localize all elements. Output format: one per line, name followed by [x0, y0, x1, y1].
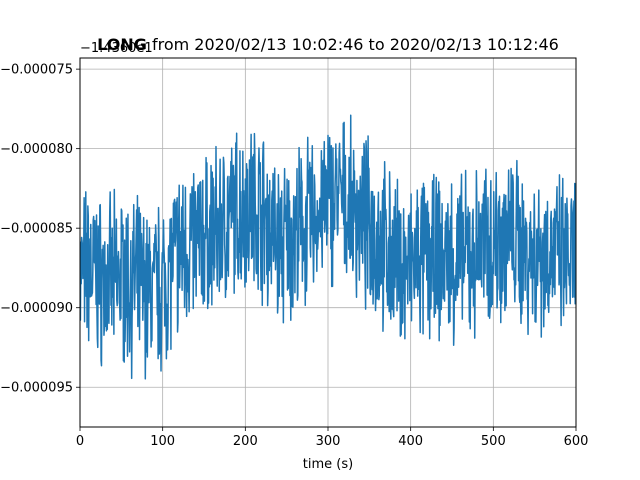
x-tick-label: 400: [398, 434, 423, 449]
chart-title: LONG from 2020/02/13 10:02:46 to 2020/02…: [97, 35, 559, 54]
x-tick-label: 0: [76, 434, 84, 449]
chart-title-bold: LONG: [97, 35, 147, 54]
x-axis-ticks: 0 100 200 300 400 500 600: [76, 427, 589, 449]
series-line: [80, 114, 576, 380]
x-tick-label: 300: [316, 434, 341, 449]
x-axis-label: time (s): [303, 457, 353, 472]
y-tick-label: −0.000095: [0, 381, 73, 396]
series-layer: [80, 114, 576, 380]
y-tick-label: −0.000075: [0, 63, 73, 78]
chart-title-rest: from 2020/02/13 10:02:46 to 2020/02/13 1…: [147, 35, 559, 54]
y-tick-label: −0.000090: [0, 301, 73, 316]
x-tick-label: 600: [564, 434, 589, 449]
y-offset-label: −1.4360e1: [80, 41, 153, 56]
y-tick-label: −0.000080: [0, 142, 73, 157]
x-tick-label: 500: [481, 434, 506, 449]
x-tick-label: 100: [150, 434, 175, 449]
y-tick-label: −0.000085: [0, 222, 73, 237]
y-axis-ticks: −0.000095 −0.000090 −0.000085 −0.000080 −0.0…: [0, 63, 80, 396]
x-tick-label: 200: [233, 434, 258, 449]
